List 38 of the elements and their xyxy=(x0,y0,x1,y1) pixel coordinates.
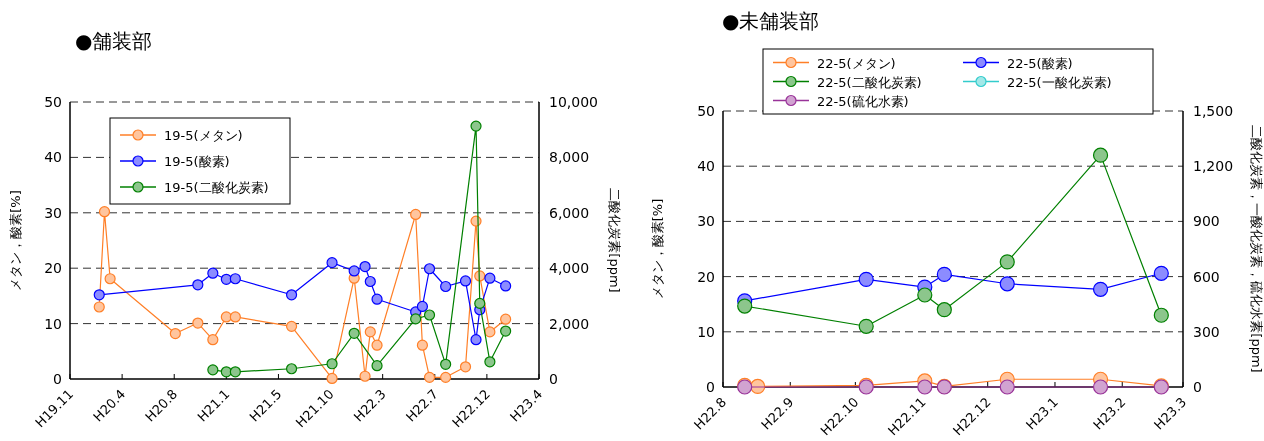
chart-title: ●未舗装部 xyxy=(722,9,820,33)
y2-tick-label: 1,200 xyxy=(1193,158,1234,175)
y-axis-title: メタン，酸素[%] xyxy=(8,190,23,291)
y-tick-label: 30 xyxy=(44,204,62,221)
y-tick-label: 30 xyxy=(697,213,715,230)
y2-tick-label: 900 xyxy=(1193,213,1220,230)
y2-tick-label: 10,000 xyxy=(549,94,598,110)
y2-tick-label: 4,000 xyxy=(549,260,590,277)
y2-tick-label: 2,000 xyxy=(549,315,590,332)
y-tick-label: 10 xyxy=(44,315,62,332)
y2-tick-label: 8,000 xyxy=(549,149,590,166)
y2-axis-title: 二酸化炭素，一酸化炭素，硫化水素[ppm] xyxy=(1249,125,1264,373)
legend-label: 22-5(メタン) xyxy=(817,55,896,71)
y2-tick-label: 0 xyxy=(1193,379,1202,395)
y2-axis-title: 二酸化炭素[ppm] xyxy=(607,188,622,293)
legend-label: 19-5(メタン) xyxy=(164,128,243,143)
y-tick-label: 40 xyxy=(44,149,62,166)
y-tick-label: 20 xyxy=(697,268,715,285)
y-tick-label: 10 xyxy=(697,323,715,340)
legend-label: 22-5(一酸化炭素) xyxy=(1007,74,1112,90)
legend-label: 22-5(硫化水素) xyxy=(817,93,909,109)
legend-label: 22-5(二酸化炭素) xyxy=(817,74,922,90)
y-tick-label: 0 xyxy=(53,371,62,387)
y-tick-label: 20 xyxy=(44,260,62,277)
legend-label: 19-5(酸素) xyxy=(164,154,230,169)
y-tick-label: 40 xyxy=(697,158,715,175)
y2-tick-label: 600 xyxy=(1193,268,1220,285)
y2-tick-label: 300 xyxy=(1193,323,1220,340)
legend-label: 22-5(酸素) xyxy=(1007,55,1073,71)
y2-tick-label: 6,000 xyxy=(549,204,590,221)
chart-title: ●舗装部 xyxy=(75,29,153,53)
legend-label: 19-5(二酸化炭素) xyxy=(164,180,269,195)
y-tick-label: 0 xyxy=(706,379,715,395)
y-axis-title: メタン，酸素[%] xyxy=(650,198,665,300)
y-tick-label: 50 xyxy=(44,94,62,110)
y-tick-label: 50 xyxy=(697,103,715,119)
y2-tick-label: 0 xyxy=(549,371,558,387)
y2-tick-label: 1,500 xyxy=(1193,103,1234,119)
